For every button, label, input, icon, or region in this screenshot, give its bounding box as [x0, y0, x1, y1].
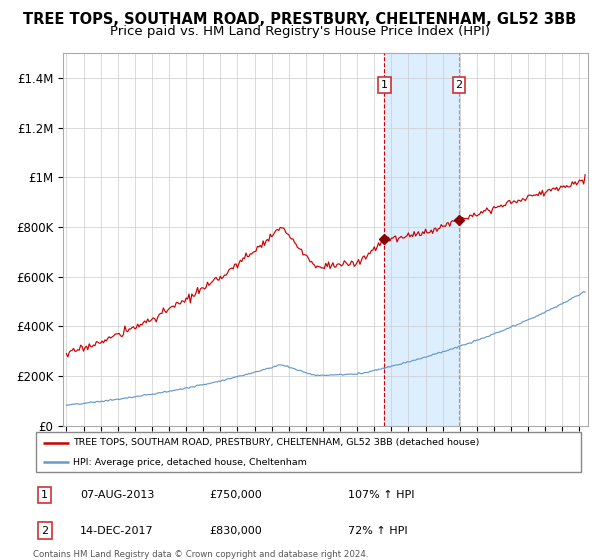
Text: 2: 2 — [41, 526, 49, 535]
Text: HPI: Average price, detached house, Cheltenham: HPI: Average price, detached house, Chel… — [73, 458, 307, 467]
Text: 2: 2 — [455, 80, 463, 90]
FancyBboxPatch shape — [36, 432, 581, 472]
Text: £750,000: £750,000 — [209, 490, 262, 500]
Text: 72% ↑ HPI: 72% ↑ HPI — [347, 526, 407, 535]
Text: 1: 1 — [41, 490, 48, 500]
Text: TREE TOPS, SOUTHAM ROAD, PRESTBURY, CHELTENHAM, GL52 3BB: TREE TOPS, SOUTHAM ROAD, PRESTBURY, CHEL… — [23, 12, 577, 27]
Text: 14-DEC-2017: 14-DEC-2017 — [80, 526, 154, 535]
Text: TREE TOPS, SOUTHAM ROAD, PRESTBURY, CHELTENHAM, GL52 3BB (detached house): TREE TOPS, SOUTHAM ROAD, PRESTBURY, CHEL… — [73, 438, 479, 447]
Text: £830,000: £830,000 — [209, 526, 262, 535]
Text: Contains HM Land Registry data © Crown copyright and database right 2024.
This d: Contains HM Land Registry data © Crown c… — [33, 550, 368, 560]
Text: 107% ↑ HPI: 107% ↑ HPI — [347, 490, 414, 500]
Text: Price paid vs. HM Land Registry's House Price Index (HPI): Price paid vs. HM Land Registry's House … — [110, 25, 490, 38]
Bar — [385, 53, 459, 426]
Text: 1: 1 — [381, 80, 388, 90]
Text: 07-AUG-2013: 07-AUG-2013 — [80, 490, 154, 500]
